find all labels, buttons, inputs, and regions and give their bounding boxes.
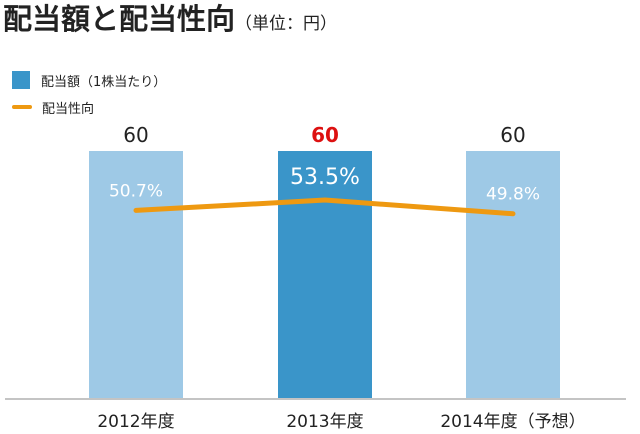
legend-label-dividend: 配当額（1株当たり） (41, 74, 167, 90)
x-tick-label-3: 2014年度（予想） (440, 412, 585, 432)
bar-dividend-1 (89, 151, 183, 398)
chart-legend: 配当額（1株当たり） 配当性向 (12, 70, 166, 124)
x-tick-label-1: 2012年度 (97, 412, 174, 432)
legend-swatch-payout-ratio (12, 105, 32, 109)
bar-value-label-3: 60 (500, 123, 525, 147)
chart-unit: （単位：円） (235, 14, 338, 34)
line-value-label-3: 49.8% (486, 185, 540, 205)
line-value-label-2: 53.5% (290, 165, 360, 190)
line-value-label-1: 50.7% (109, 181, 163, 201)
bar-value-label-2: 60 (311, 123, 339, 147)
line-payout-ratio (133, 197, 516, 217)
chart-title-main: 配当額と配当性向 (3, 2, 236, 36)
legend-swatch-dividend (12, 71, 30, 89)
x-tick-label-2: 2013年度 (286, 412, 363, 432)
legend-label-payout-ratio: 配当性向 (42, 101, 95, 117)
bar-dividend-3 (466, 151, 560, 398)
legend-item-dividend: 配当額（1株当たり） (12, 70, 166, 90)
chart-title: 配当額と配当性向（単位：円） (3, 0, 337, 43)
legend-item-payout-ratio: 配当性向 (12, 97, 166, 117)
bar-dividend-2 (278, 151, 372, 398)
bar-value-label-1: 60 (123, 123, 148, 147)
